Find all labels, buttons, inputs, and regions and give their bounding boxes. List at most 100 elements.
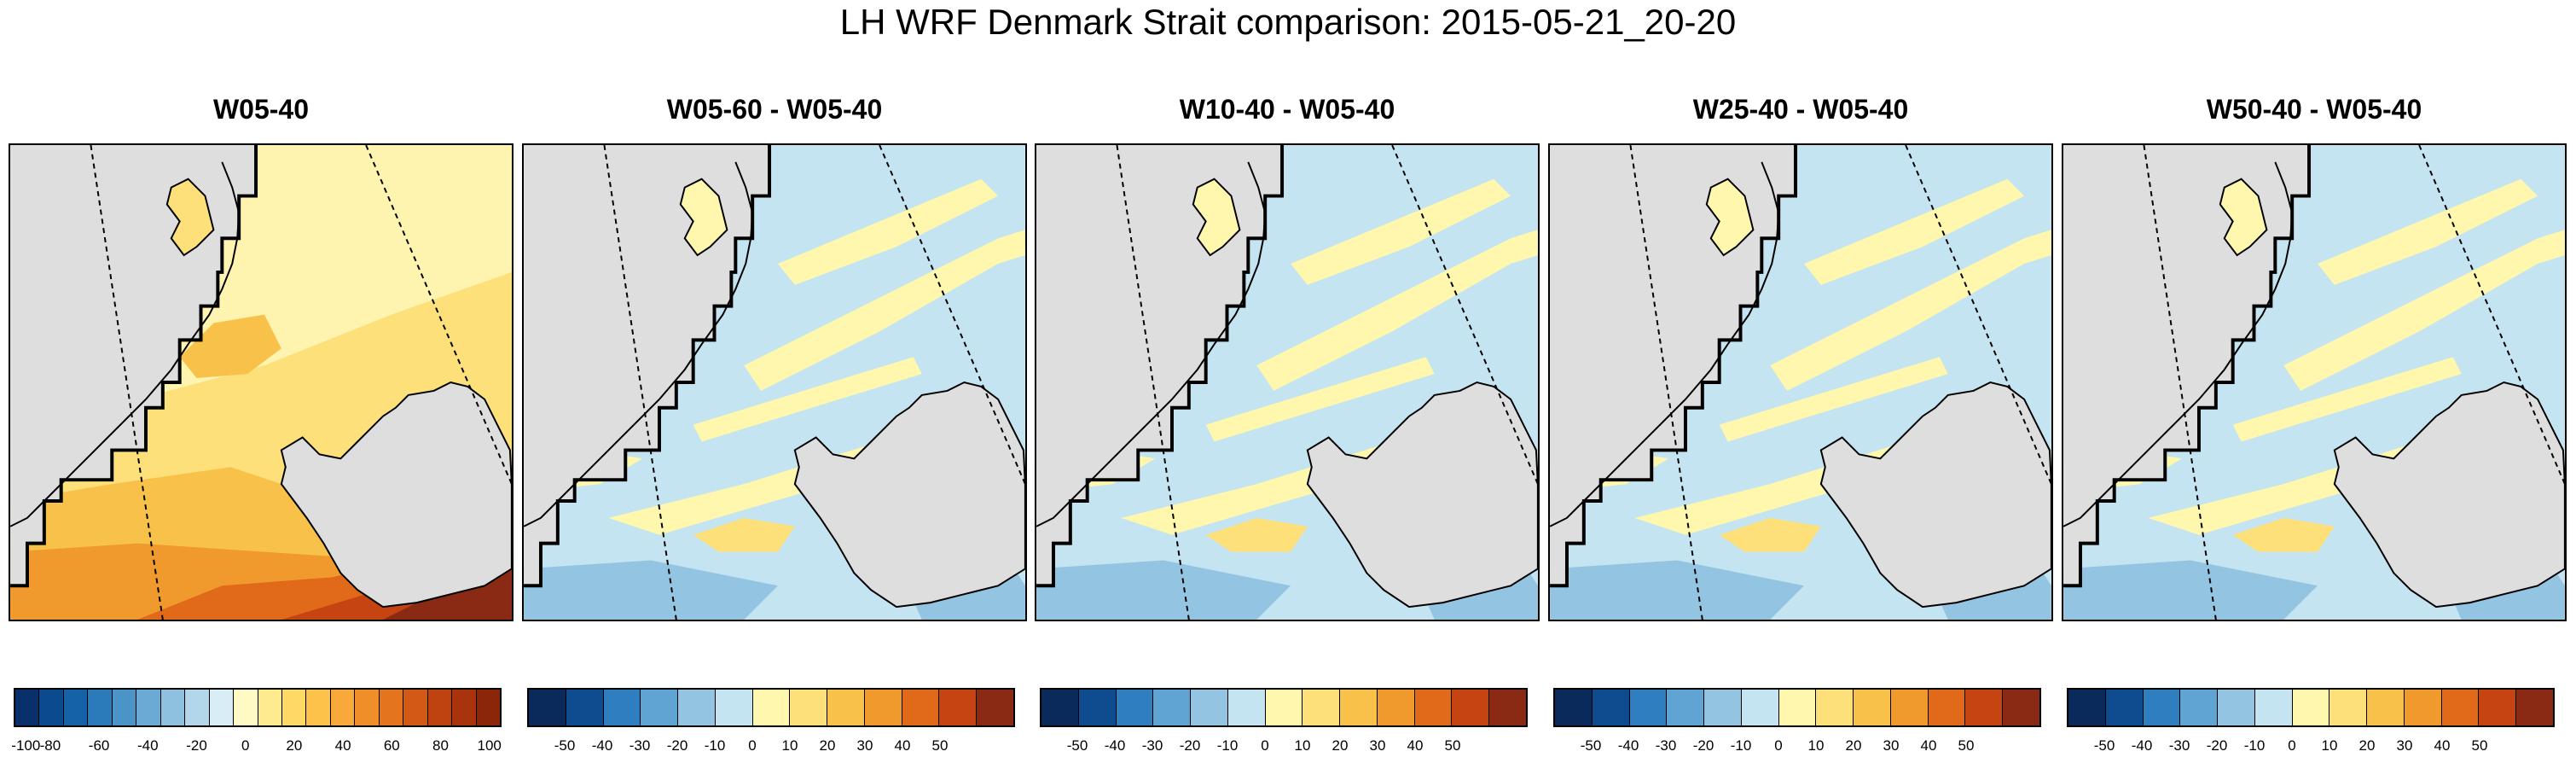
colorbar-swatch <box>1667 690 1705 725</box>
colorbar-tick-label: 20 <box>2358 737 2376 754</box>
colorbar <box>527 688 1015 727</box>
colorbar-tick-label: -10 <box>2243 737 2266 754</box>
colorbar-tick-label: 50 <box>931 737 949 754</box>
colorbar-tick-label: -40 <box>2131 737 2153 754</box>
panel-title: W10-40 - W05-40 <box>1179 94 1395 125</box>
colorbar-swatch <box>715 690 753 725</box>
colorbar <box>14 688 502 727</box>
colorbar-tick-label: -30 <box>2168 737 2190 754</box>
colorbar-tick-label: 0 <box>2288 737 2296 754</box>
map-panel <box>1035 143 1540 621</box>
colorbar-swatch <box>752 690 791 725</box>
colorbar-tick-label: 20 <box>1845 737 1862 754</box>
colorbar-ticks: -100 -80 -60 -40 -20 0 20 40 60 80 100 <box>11 737 502 763</box>
colorbar-swatch <box>1265 690 1303 725</box>
colorbar-swatch <box>2441 690 2480 725</box>
colorbar-tick-label: 40 <box>1920 737 1937 754</box>
colorbar-ticks: -50 -40 -30 -20 -10 0 10 20 30 40 50 <box>1040 737 1528 763</box>
colorbar-tick-label: -10 <box>1730 737 1752 754</box>
colorbar-tick-label: 20 <box>819 737 836 754</box>
colorbar-swatch <box>603 690 641 725</box>
colorbar-tick-label: 0 <box>1261 737 1269 754</box>
colorbar-tick-label: -20 <box>2206 737 2228 754</box>
map-svg <box>524 145 1025 620</box>
colorbar-swatch <box>1191 690 1228 725</box>
colorbar-swatch <box>63 690 89 725</box>
colorbar-tick-label: -30 <box>1655 737 1677 754</box>
panel-title: W05-60 - W05-40 <box>666 94 883 125</box>
colorbar-swatch <box>1704 690 1742 725</box>
colorbar-swatch <box>1489 690 1526 725</box>
colorbar-tick-label: -10 <box>704 737 726 754</box>
colorbar-tick-label: -80 <box>39 737 61 754</box>
colorbar-tick-label: 100 <box>477 737 502 754</box>
colorbar-swatch <box>864 690 902 725</box>
colorbar-swatch <box>15 690 40 725</box>
colorbar-swatch <box>2292 690 2330 725</box>
colorbar-tick-label: 10 <box>2321 737 2338 754</box>
colorbar-swatch <box>234 690 258 725</box>
colorbar-swatch <box>2180 690 2219 725</box>
colorbar-swatch <box>1414 690 1453 725</box>
colorbar-swatch <box>185 690 210 725</box>
colorbar-swatch <box>2479 690 2517 725</box>
colorbar-tick-label: -40 <box>1104 737 1126 754</box>
colorbar-swatch <box>379 690 404 725</box>
colorbar-tick-label: -20 <box>1692 737 1714 754</box>
colorbar-tick-label: 20 <box>1332 737 1349 754</box>
colorbar-swatch <box>641 690 679 725</box>
colorbar-swatch <box>88 690 113 725</box>
colorbar-swatch <box>136 690 161 725</box>
colorbar-swatch <box>2143 690 2181 725</box>
iceland-land <box>1820 382 2051 608</box>
colorbar-swatch <box>306 690 331 725</box>
colorbar-swatch <box>427 690 453 725</box>
colorbar-swatch <box>39 690 64 725</box>
colorbar-tick-label: 30 <box>1369 737 1386 754</box>
iceland-land <box>794 382 1025 608</box>
colorbar-swatch <box>330 690 356 725</box>
greenland-land <box>1550 145 1796 586</box>
map-panel <box>2062 143 2567 621</box>
colorbar-tick-label: 0 <box>241 737 250 754</box>
colorbar-swatch <box>1816 690 1854 725</box>
colorbar-swatch <box>1303 690 1341 725</box>
colorbar-tick-label: -40 <box>137 737 159 754</box>
colorbar-swatch <box>1555 690 1593 725</box>
colorbar-swatch <box>2254 690 2293 725</box>
colorbar-swatch <box>1778 690 1817 725</box>
colorbar-swatch <box>1078 690 1117 725</box>
colorbar-swatch <box>1340 690 1378 725</box>
colorbar-tick-label: 30 <box>856 737 873 754</box>
colorbar-swatch <box>2404 690 2442 725</box>
colorbar-tick-label: 40 <box>2434 737 2451 754</box>
colorbar-tick-label: -20 <box>666 737 688 754</box>
colorbar-swatch <box>1153 690 1192 725</box>
colorbar-ticks: -50 -40 -30 -20 -10 0 10 20 30 40 50 <box>2067 737 2555 763</box>
colorbar-swatch <box>1377 690 1415 725</box>
greenland-land <box>2063 145 2310 586</box>
colorbar-swatch <box>1629 690 1668 725</box>
colorbar-swatch <box>1041 690 1079 725</box>
colorbar-tick-label: -10 <box>1216 737 1239 754</box>
colorbar-tick-label: -50 <box>554 737 576 754</box>
colorbar <box>2067 688 2555 727</box>
colorbar-tick-label: 0 <box>1774 737 1783 754</box>
colorbar-swatch <box>2367 690 2405 725</box>
colorbar-swatch <box>112 690 137 725</box>
panel-title: W25-40 - W05-40 <box>1692 94 1909 125</box>
colorbar-swatch <box>1741 690 1779 725</box>
map-panel <box>522 143 1027 621</box>
map-svg <box>1550 145 2051 620</box>
colorbar-swatch <box>678 690 716 725</box>
colorbar-tick-label: 50 <box>1958 737 1975 754</box>
colorbar-ticks: -50 -40 -30 -20 -10 0 10 20 30 40 50 <box>527 737 1015 763</box>
colorbar-swatch <box>1854 690 1891 725</box>
colorbar-tick-label: -40 <box>1617 737 1639 754</box>
colorbar-swatch <box>902 690 940 725</box>
colorbar-swatch <box>452 690 477 725</box>
colorbar-swatch <box>258 690 282 725</box>
colorbar-tick-label: -50 <box>1580 737 1602 754</box>
colorbar-tick-label: 50 <box>1444 737 1461 754</box>
colorbar-swatch <box>2105 690 2144 725</box>
